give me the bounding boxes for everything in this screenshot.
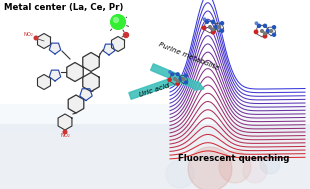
Circle shape <box>272 33 276 36</box>
Circle shape <box>254 30 258 34</box>
Circle shape <box>243 159 267 183</box>
Polygon shape <box>83 53 99 71</box>
Circle shape <box>113 18 118 22</box>
Polygon shape <box>103 44 115 55</box>
Circle shape <box>206 20 209 23</box>
Polygon shape <box>38 74 51 90</box>
Circle shape <box>266 29 269 33</box>
Polygon shape <box>49 43 61 54</box>
Circle shape <box>263 34 267 38</box>
Circle shape <box>185 81 188 84</box>
Circle shape <box>220 29 224 32</box>
Circle shape <box>169 71 171 73</box>
Polygon shape <box>80 89 92 101</box>
Polygon shape <box>83 73 99 91</box>
Circle shape <box>168 78 171 81</box>
Circle shape <box>203 18 206 21</box>
Polygon shape <box>38 33 51 49</box>
Circle shape <box>188 147 232 189</box>
Circle shape <box>209 26 211 28</box>
Circle shape <box>264 32 266 35</box>
Polygon shape <box>58 114 72 130</box>
Circle shape <box>176 73 179 76</box>
Text: Uric acid: Uric acid <box>138 83 170 98</box>
Circle shape <box>176 82 179 85</box>
Polygon shape <box>67 63 83 81</box>
Circle shape <box>219 151 251 183</box>
Text: NO₂: NO₂ <box>23 32 33 37</box>
Circle shape <box>174 78 176 80</box>
Circle shape <box>202 26 206 29</box>
Text: Fluorescent quenching: Fluorescent quenching <box>178 154 289 163</box>
Circle shape <box>215 26 218 29</box>
Polygon shape <box>68 95 84 113</box>
FancyBboxPatch shape <box>0 0 310 129</box>
FancyBboxPatch shape <box>0 104 310 134</box>
Circle shape <box>166 160 194 188</box>
Circle shape <box>211 20 215 23</box>
Circle shape <box>63 130 67 134</box>
Circle shape <box>176 80 179 82</box>
Circle shape <box>211 30 215 34</box>
Circle shape <box>212 28 214 31</box>
Circle shape <box>185 74 188 77</box>
FancyArrow shape <box>151 64 204 90</box>
Text: Metal center (La, Ce, Pr): Metal center (La, Ce, Pr) <box>4 3 123 12</box>
Circle shape <box>270 30 272 32</box>
Circle shape <box>272 26 276 29</box>
Circle shape <box>220 22 224 25</box>
FancyBboxPatch shape <box>0 124 310 189</box>
Circle shape <box>110 15 126 29</box>
Polygon shape <box>49 70 61 81</box>
Circle shape <box>258 24 260 27</box>
Circle shape <box>261 30 264 32</box>
Circle shape <box>123 33 129 37</box>
Circle shape <box>255 22 258 25</box>
Circle shape <box>182 78 185 80</box>
FancyArrow shape <box>129 76 182 99</box>
Text: Purine metabolite: Purine metabolite <box>158 41 220 71</box>
Circle shape <box>218 26 221 28</box>
Polygon shape <box>112 36 125 51</box>
Circle shape <box>264 24 267 27</box>
Text: NO₂: NO₂ <box>60 133 70 138</box>
Circle shape <box>171 73 174 76</box>
Circle shape <box>260 154 280 174</box>
Circle shape <box>179 78 182 80</box>
Circle shape <box>34 36 38 40</box>
